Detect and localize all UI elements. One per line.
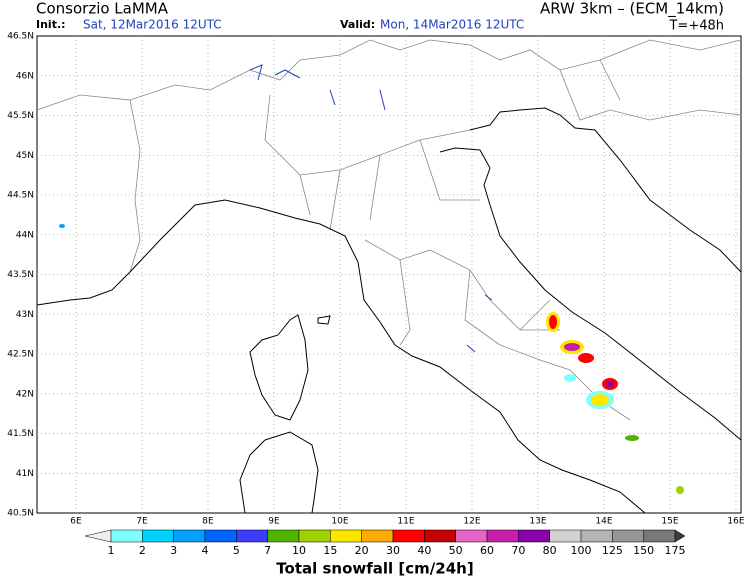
colorbar-label: 30 xyxy=(386,544,400,557)
colorbar-box xyxy=(173,529,206,543)
colorbar-box xyxy=(298,529,331,543)
lat-label: 45N xyxy=(16,151,34,161)
lat-label: 41N xyxy=(16,469,34,479)
colorbar-label: 1 xyxy=(108,544,115,557)
colorbar-label: 80 xyxy=(543,544,557,557)
colorbar-label: 20 xyxy=(355,544,369,557)
lat-label: 42.5N xyxy=(7,350,34,360)
corsica xyxy=(249,314,309,421)
lon-label: 11E xyxy=(397,517,414,527)
lat-label: 44.5N xyxy=(7,191,34,201)
lon-label: 13E xyxy=(529,517,546,527)
init-value: Sat, 12Mar2016 12UTC xyxy=(83,18,222,32)
colorbar-under xyxy=(84,529,112,543)
lakes xyxy=(249,64,493,353)
colorbar-label: 60 xyxy=(480,544,494,557)
lead-time: T=+48h xyxy=(668,19,724,34)
source: Consorzio LaMMA xyxy=(36,0,169,18)
lat-label: 42N xyxy=(16,389,34,399)
colorbar-box xyxy=(330,529,362,543)
colorbar-box xyxy=(142,529,174,543)
sardinia xyxy=(239,431,319,514)
lon-label: 15E xyxy=(661,517,678,527)
lon-label: 14E xyxy=(595,517,612,527)
lat-label: 46N xyxy=(16,71,34,81)
colorbar-label: 150 xyxy=(633,544,654,557)
colorbar-box xyxy=(549,529,582,543)
colorbar-label: 70 xyxy=(511,544,525,557)
colorbar-box xyxy=(580,529,613,543)
colorbar-label: 3 xyxy=(170,544,177,557)
lon-label: 6E xyxy=(70,517,82,527)
lon-label: 9E xyxy=(268,517,280,527)
init-label: Init.: xyxy=(36,18,66,31)
lat-label: 43.5N xyxy=(7,270,34,280)
colorbar-label: 10 xyxy=(292,544,306,557)
colorbar-label: 2 xyxy=(139,544,146,557)
colorbar-box xyxy=(612,529,644,543)
lat-label: 45.5N xyxy=(7,111,34,121)
lat-label: 46.5N xyxy=(7,32,34,42)
colorbar-label: 125 xyxy=(602,544,623,557)
model: ARW 3km – (ECM_14km) xyxy=(540,0,724,19)
colorbar-box xyxy=(110,529,143,543)
colorbar-label: 40 xyxy=(417,544,431,557)
colorbar-caption: Total snowfall [cm/24h] xyxy=(276,560,473,578)
colorbar-label: 5 xyxy=(233,544,240,557)
valid-label: Valid: xyxy=(340,18,375,31)
lat-label: 41.5N xyxy=(7,429,34,439)
colorbar-box xyxy=(643,529,676,543)
lon-label: 12E xyxy=(463,517,480,527)
colorbar-label: 175 xyxy=(665,544,686,557)
colorbar-box xyxy=(486,529,519,543)
colorbar-label: 7 xyxy=(264,544,271,557)
colorbar-box xyxy=(267,529,300,543)
colorbar-box xyxy=(392,529,425,543)
colorbar: 1 2 3 4 5 7 10 15 20 30 40 50 60 70 80 100 125 150 175 xyxy=(84,529,686,557)
lon-label: 16E xyxy=(727,517,744,527)
colorbar-label: 4 xyxy=(202,544,209,557)
colorbar-label: 15 xyxy=(323,544,337,557)
elba xyxy=(317,315,331,325)
lat-label: 43N xyxy=(16,310,34,320)
map xyxy=(36,35,742,514)
lat-label: 40.5N xyxy=(7,509,34,519)
colorbar-over xyxy=(674,529,686,543)
lon-label: 8E xyxy=(202,517,214,527)
colorbar-label: 100 xyxy=(571,544,592,557)
valid-value: Mon, 14Mar2016 12UTC xyxy=(380,18,524,32)
colorbar-box xyxy=(518,529,550,543)
borders xyxy=(36,39,742,421)
lon-label: 7E xyxy=(136,517,148,527)
colorbar-box xyxy=(236,529,268,543)
graticule xyxy=(37,36,741,513)
lat-label: 44N xyxy=(16,230,34,240)
snowfall xyxy=(59,224,684,494)
colorbar-label: 50 xyxy=(449,544,463,557)
colorbar-box xyxy=(204,529,237,543)
coastline xyxy=(36,107,742,514)
colorbar-box xyxy=(455,529,488,543)
lon-label: 10E xyxy=(331,517,348,527)
colorbar-box xyxy=(361,529,394,543)
colorbar-box xyxy=(424,529,456,543)
